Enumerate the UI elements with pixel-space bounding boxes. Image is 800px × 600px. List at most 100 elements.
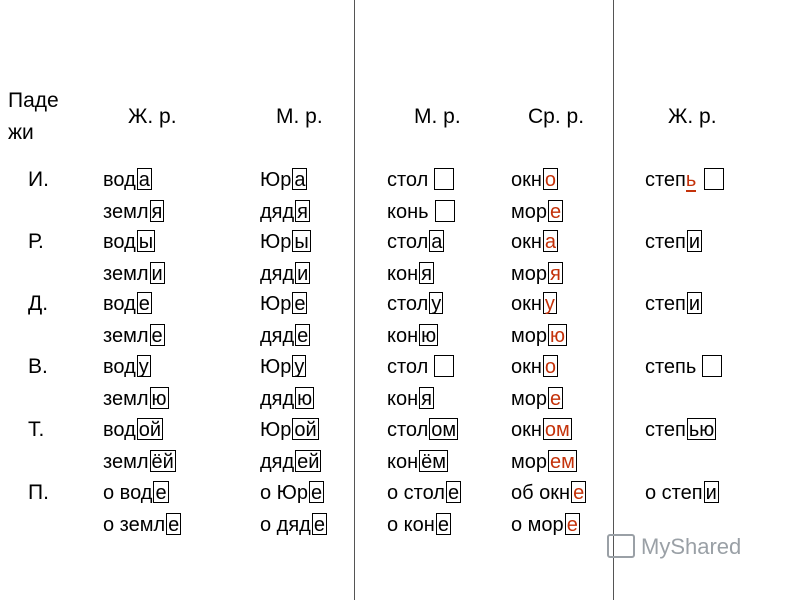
ending-box: у bbox=[136, 355, 151, 378]
word-stem: окн bbox=[511, 356, 542, 378]
ending-box: ей bbox=[295, 450, 322, 473]
ending-box: ю bbox=[419, 324, 439, 347]
word-stem: Юр bbox=[260, 356, 292, 378]
ending-box bbox=[434, 355, 455, 377]
word-stem: земл bbox=[103, 388, 149, 410]
word-form: об окн е bbox=[511, 481, 587, 505]
word-stem: земл bbox=[103, 325, 149, 347]
word-stem: мор bbox=[511, 201, 547, 223]
word-form: дяд ю bbox=[260, 387, 315, 411]
ending-box: о bbox=[542, 168, 559, 191]
ending-box: ы bbox=[136, 230, 156, 253]
word-stem: степь bbox=[645, 356, 697, 378]
word-stem: земл bbox=[103, 201, 149, 223]
word-stem: о вод bbox=[103, 482, 153, 504]
column-header-fem-1: Ж. р. bbox=[128, 105, 177, 128]
word-form: стол bbox=[387, 168, 455, 192]
ending-box: ю bbox=[149, 387, 169, 410]
column-header-masc-1: М. р. bbox=[276, 105, 323, 128]
word-stem: степ bbox=[645, 419, 686, 441]
word-stem: Юр bbox=[260, 231, 292, 253]
word-stem: Юр bbox=[260, 419, 292, 441]
word-stem: мор bbox=[511, 263, 547, 285]
ending-box: е bbox=[311, 513, 327, 536]
word-form: Юр е bbox=[260, 292, 308, 316]
word-form: окн ом bbox=[511, 418, 572, 442]
case-label: В. bbox=[28, 355, 48, 378]
word-form: стол у bbox=[387, 292, 444, 316]
word-stem: стол bbox=[387, 231, 429, 253]
ending-box: у bbox=[292, 355, 307, 378]
word-stem: о степ bbox=[645, 482, 703, 504]
word-stem: о Юр bbox=[260, 482, 309, 504]
word-stem: кон bbox=[387, 388, 419, 410]
word-form: степ и bbox=[645, 230, 703, 254]
word-form: окн у bbox=[511, 292, 557, 316]
word-stem: степ bbox=[645, 293, 686, 315]
ending-box: е bbox=[292, 292, 308, 315]
case-label: П. bbox=[28, 481, 49, 504]
word-form: о вод е bbox=[103, 481, 169, 505]
word-form: степ и bbox=[645, 292, 703, 316]
ending-box: а bbox=[429, 230, 445, 253]
ending-box: и bbox=[295, 262, 311, 285]
word-form: Юр у bbox=[260, 355, 307, 379]
word-stem: земл bbox=[103, 263, 149, 285]
word-stem: кон bbox=[387, 263, 419, 285]
word-form: кон я bbox=[387, 387, 434, 411]
word-form: степь bbox=[645, 168, 725, 192]
word-form: вод у bbox=[103, 355, 151, 379]
ending-box: е bbox=[136, 292, 152, 315]
cases-title-line-1: Паде bbox=[8, 89, 59, 112]
ending-box bbox=[434, 168, 455, 190]
ending-box: ем bbox=[548, 450, 577, 473]
word-stem: мор bbox=[511, 388, 547, 410]
word-stem: дяд bbox=[260, 451, 295, 473]
word-stem: мор bbox=[511, 325, 547, 347]
word-stem: вод bbox=[103, 293, 136, 315]
word-stem: о стол bbox=[387, 482, 445, 504]
divider-line-2 bbox=[613, 0, 614, 600]
column-header-fem-2: Ж. р. bbox=[668, 105, 717, 128]
word-stem: кон bbox=[387, 325, 419, 347]
word-stem: дяд bbox=[260, 325, 295, 347]
ending-box bbox=[702, 355, 723, 377]
word-stem: окн bbox=[511, 231, 542, 253]
word-stem: мор bbox=[511, 451, 547, 473]
word-form: кон ём bbox=[387, 450, 449, 474]
word-stem: стол bbox=[387, 293, 429, 315]
word-form: дяд я bbox=[260, 200, 311, 224]
word-form: о кон е bbox=[387, 513, 451, 537]
ending-box: ой bbox=[292, 418, 319, 441]
word-form: кон я bbox=[387, 262, 434, 286]
word-stem: земл bbox=[103, 451, 149, 473]
ending-box: ы bbox=[292, 230, 311, 253]
word-stem: степ bbox=[645, 231, 686, 253]
ending-box: а bbox=[136, 168, 152, 191]
ending-box: о bbox=[542, 355, 559, 378]
ending-box: ю bbox=[548, 324, 567, 347]
ending-box: ёй bbox=[149, 450, 176, 473]
myshared-logo-icon bbox=[607, 534, 635, 559]
ending-box: я bbox=[548, 262, 563, 285]
watermark: MyShared bbox=[607, 534, 741, 560]
ending-box: е bbox=[548, 387, 564, 410]
word-form: кон ю bbox=[387, 324, 439, 348]
ending-box: и bbox=[686, 292, 703, 315]
ending-box: ом bbox=[542, 418, 572, 441]
word-form: о дяд е bbox=[260, 513, 327, 537]
word-form: земл е bbox=[103, 324, 165, 348]
word-form: о мор е bbox=[511, 513, 580, 537]
word-stem: о кон bbox=[387, 514, 435, 536]
word-stem: степ bbox=[645, 169, 686, 191]
ending-box: я bbox=[419, 387, 434, 410]
word-stem: стол bbox=[387, 419, 429, 441]
word-form: степ ью bbox=[645, 418, 717, 442]
word-form: дяд е bbox=[260, 324, 311, 348]
case-label: И. bbox=[28, 168, 49, 191]
watermark-text: MyShared bbox=[641, 534, 742, 559]
word-stem: дяд bbox=[260, 263, 295, 285]
ending-box: я bbox=[295, 200, 311, 223]
ending-box: е bbox=[571, 481, 587, 504]
word-form: мор ю bbox=[511, 324, 567, 348]
